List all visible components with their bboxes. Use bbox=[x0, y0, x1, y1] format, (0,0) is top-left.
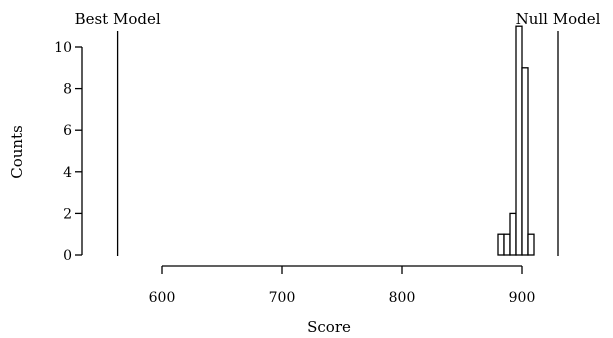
histogram-bar bbox=[527, 233, 535, 256]
reference-lines-group: Best Model Null Model bbox=[75, 10, 601, 256]
x-tick-label: 900 bbox=[509, 290, 536, 306]
null-model-label: Null Model bbox=[516, 10, 601, 28]
x-tick-label: 700 bbox=[269, 290, 296, 306]
histogram-bar bbox=[515, 25, 523, 256]
y-axis-title: Counts bbox=[8, 125, 26, 179]
y-tick-label: 10 bbox=[54, 40, 72, 56]
histogram-bars-group bbox=[497, 25, 535, 256]
y-tick-label: 2 bbox=[63, 206, 72, 222]
histogram-bar bbox=[503, 233, 511, 256]
y-tick-label: 8 bbox=[63, 82, 72, 98]
x-axis: 600 700 800 900 bbox=[149, 265, 536, 306]
x-tick-label: 600 bbox=[149, 290, 176, 306]
y-tick-label: 4 bbox=[63, 165, 72, 181]
histogram-bar bbox=[509, 212, 517, 256]
best-model-label: Best Model bbox=[75, 10, 161, 28]
x-axis-title: Score bbox=[307, 318, 351, 336]
y-axis: 0 2 4 6 8 10 bbox=[54, 40, 83, 264]
y-tick-label: 6 bbox=[63, 123, 72, 139]
y-tick-label: 0 bbox=[63, 248, 72, 264]
x-tick-label: 800 bbox=[389, 290, 416, 306]
histogram-bar bbox=[497, 233, 505, 256]
histogram-bar bbox=[521, 67, 529, 256]
